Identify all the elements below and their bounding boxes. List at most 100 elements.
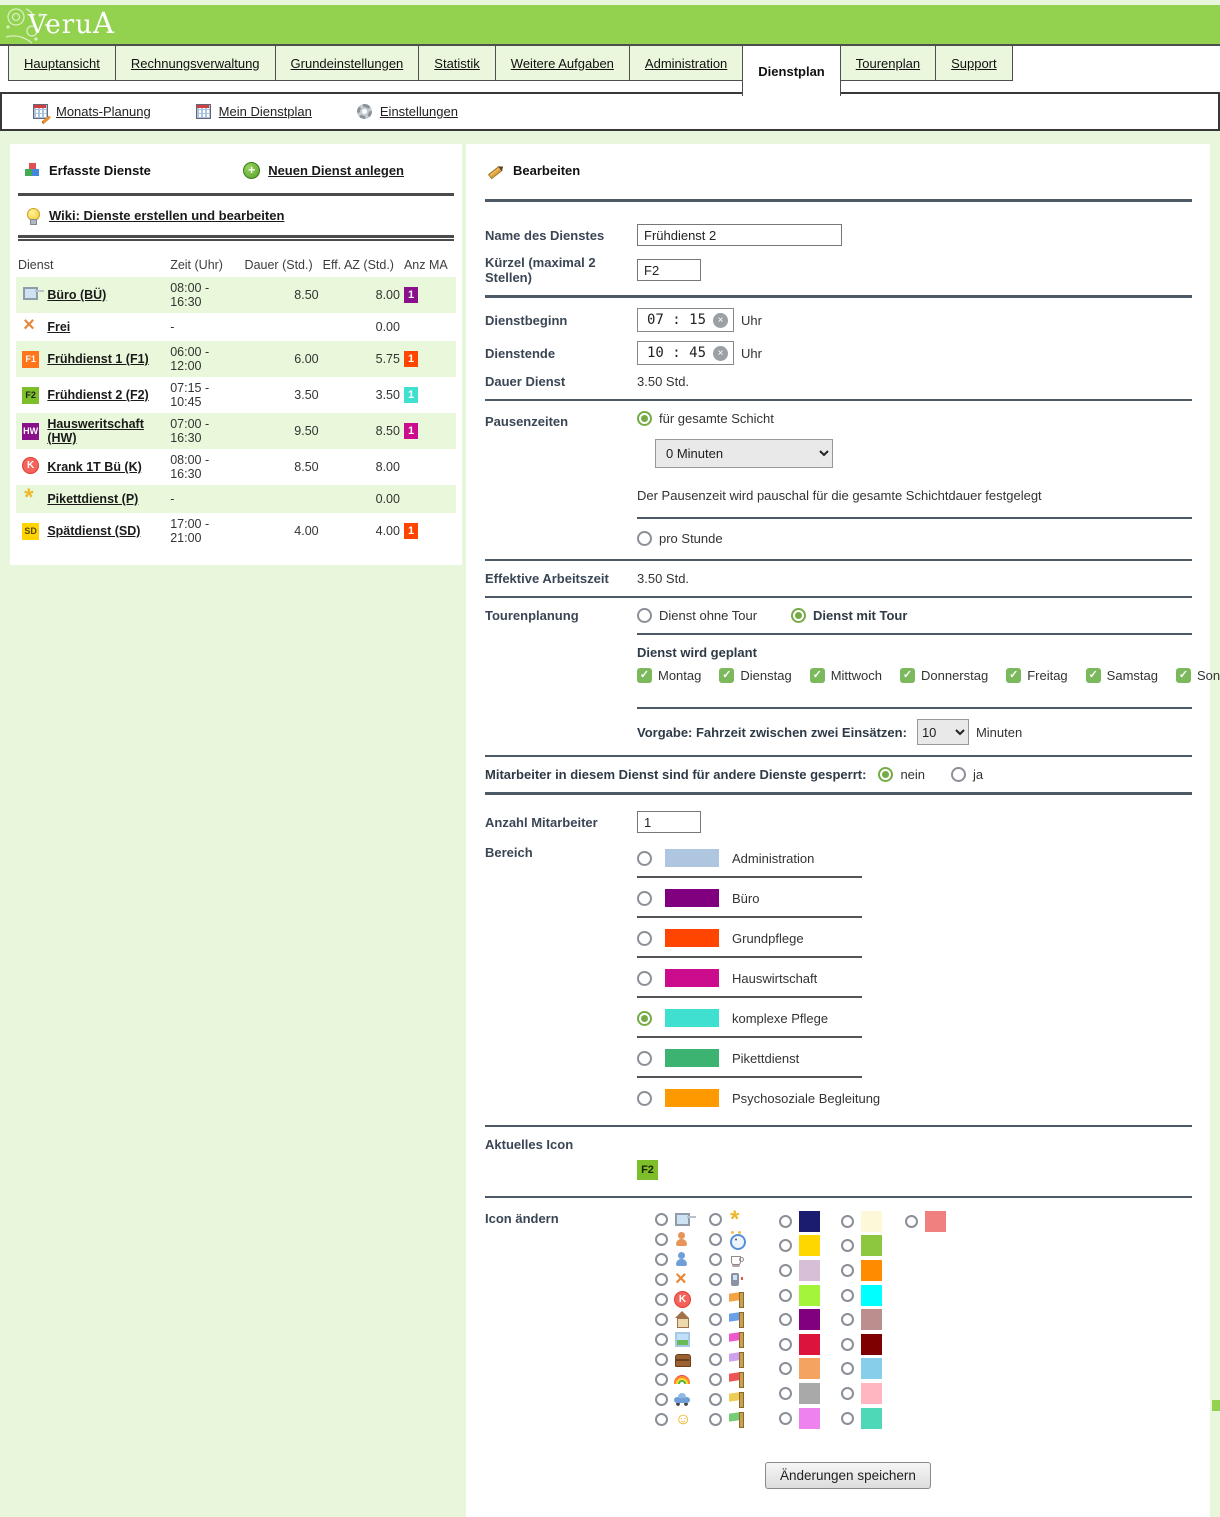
radio[interactable] [709,1412,722,1426]
radio[interactable] [841,1386,854,1400]
color-option[interactable] [841,1406,893,1431]
day-montag[interactable]: Montag [637,668,701,683]
color-option[interactable] [779,1357,831,1382]
radio[interactable] [779,1288,792,1302]
tab-tourenplan[interactable]: Tourenplan [839,46,937,81]
radio[interactable] [779,1386,792,1400]
color-option[interactable] [779,1406,831,1431]
radio[interactable] [841,1239,854,1253]
color-option[interactable] [779,1209,831,1234]
tab-dienstplan[interactable]: Dienstplan [742,46,841,96]
icon-option-computer-icon[interactable] [655,1209,703,1229]
radio[interactable] [655,1352,668,1366]
radio-selected[interactable] [878,767,894,782]
radio[interactable] [779,1263,792,1277]
icon-option-car-icon[interactable] [655,1389,703,1409]
icon-option-flag-red-icon[interactable] [709,1369,757,1389]
icon-option-x-icon[interactable] [655,1268,703,1291]
radio[interactable] [655,1372,668,1386]
bereich-buero[interactable]: Büro [637,889,1192,907]
checkbox-checked[interactable] [1006,668,1022,683]
service-link[interactable]: Spätdienst (SD) [47,524,141,538]
radio-selected[interactable] [637,1010,652,1026]
service-link[interactable]: Frühdienst 1 (F1) [47,352,149,366]
radio[interactable] [655,1332,668,1346]
pause-pro-stunde-option[interactable]: pro Stunde [637,531,723,546]
service-link[interactable]: Krank 1T Bü (K) [47,460,142,474]
radio[interactable] [655,1312,668,1326]
radio[interactable] [951,767,967,782]
icon-option-picture-icon[interactable] [655,1329,703,1349]
color-option[interactable] [779,1283,831,1308]
color-option[interactable] [905,1209,957,1234]
service-link[interactable]: Frei [47,320,71,334]
color-option[interactable] [841,1307,893,1332]
radio[interactable] [637,531,652,546]
dienst-ohne-tour-option[interactable]: Dienst ohne Tour [637,608,757,623]
radio[interactable] [841,1288,854,1302]
checkbox-checked[interactable] [899,668,915,683]
radio[interactable] [655,1252,668,1266]
color-option[interactable] [841,1258,893,1283]
color-option[interactable] [779,1258,831,1283]
checkbox-checked[interactable] [637,668,652,683]
radio[interactable] [779,1239,792,1253]
radio[interactable] [655,1272,668,1286]
radio[interactable] [655,1412,668,1426]
radio[interactable] [779,1313,792,1327]
bereich-pikettdienst[interactable]: Pikettdienst [637,1049,1192,1067]
radio[interactable] [709,1212,722,1226]
radio[interactable] [709,1352,722,1366]
radio[interactable] [779,1337,792,1351]
fahrzeit-select[interactable]: 10 [916,719,969,745]
bereich-administration[interactable]: Administration [637,849,1192,867]
color-option[interactable] [841,1234,893,1259]
radio[interactable] [637,850,652,866]
radio[interactable] [709,1392,722,1406]
dienst-mit-tour-option[interactable]: Dienst mit Tour [791,608,907,623]
icon-option-alarm-clock-icon[interactable] [709,1229,757,1250]
tab-statistik[interactable]: Statistik [418,46,496,81]
radio[interactable] [841,1411,854,1425]
service-link[interactable]: Pikettdienst (P) [47,492,139,506]
checkbox-checked[interactable] [1085,668,1101,683]
radio[interactable] [709,1332,722,1346]
day-samstag[interactable]: Samstag [1085,668,1158,683]
radio[interactable] [709,1232,722,1246]
icon-option-chest-icon[interactable] [655,1349,703,1369]
service-link[interactable]: Hausweritschaft (HW) [47,417,144,445]
toolbar-einstellungen[interactable]: Einstellungen [356,103,458,120]
pause-minuten-select[interactable]: 0 Minuten [655,439,833,468]
icon-option-flag-green-icon[interactable] [709,1409,757,1429]
wiki-link[interactable]: Wiki: Dienste erstellen und bearbeiten [16,202,456,229]
radio-selected[interactable] [791,608,807,623]
toolbar-mein-dienstplan[interactable]: Mein Dienstplan [195,103,312,120]
radio[interactable] [655,1232,668,1246]
tab-rechnungsverwaltung[interactable]: Rechnungsverwaltung [114,46,276,81]
day-donnerstag[interactable]: Donnerstag [899,668,988,683]
icon-option-person-clock-blue-icon[interactable] [655,1249,703,1269]
color-option[interactable] [779,1234,831,1259]
radio[interactable] [779,1214,792,1228]
new-service-link[interactable]: Neuen Dienst anlegen [243,162,404,179]
radio[interactable] [655,1212,668,1226]
icon-option-asterisk-icon[interactable] [709,1209,757,1230]
radio[interactable] [841,1263,854,1277]
color-option[interactable] [779,1307,831,1332]
icon-option-house-icon[interactable] [655,1309,703,1329]
icon-option-person-clock-orange-icon[interactable] [655,1229,703,1249]
radio[interactable] [637,608,652,623]
checkbox-checked[interactable] [1175,668,1191,683]
icon-option-k-circle-icon[interactable] [655,1289,703,1309]
bereich-grundpflege[interactable]: Grundpflege [637,929,1192,947]
color-option[interactable] [841,1381,893,1406]
day-sonntag[interactable]: Sonntag [1175,668,1220,683]
radio[interactable] [655,1292,668,1306]
icon-option-phone-icon[interactable] [709,1269,757,1289]
icon-option-flag-blue-icon[interactable] [709,1309,757,1329]
kuerzel-input[interactable] [637,259,701,281]
icon-option-coffee-icon[interactable] [709,1249,757,1269]
icon-option-flag-yellow-icon[interactable] [709,1389,757,1409]
tab-support[interactable]: Support [935,46,1013,81]
color-option[interactable] [841,1357,893,1382]
